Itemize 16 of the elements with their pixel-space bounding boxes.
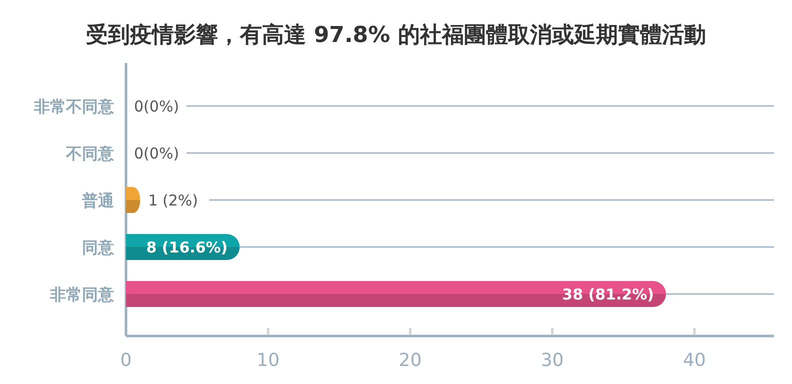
- data-label: 0(0%): [134, 98, 180, 116]
- y-tick-label: 同意: [82, 238, 115, 257]
- y-tick-label: 非常同意: [49, 285, 115, 304]
- x-tick-label: 40: [682, 350, 706, 371]
- x-tick-label: 10: [256, 350, 280, 371]
- x-tick-label: 30: [540, 350, 564, 371]
- data-label: 1 (2%): [148, 192, 198, 210]
- x-tick-label: 0: [120, 350, 132, 371]
- y-tick-label: 非常不同意: [33, 97, 115, 116]
- data-label: 8 (16.6%): [146, 238, 228, 256]
- chart-title: 受到疫情影響，有高達 97.8% 的社福團體取消或延期實體活動: [86, 22, 706, 48]
- x-tick-label: 20: [398, 350, 422, 371]
- y-tick-label: 普通: [81, 191, 115, 210]
- data-label: 38 (81.2%): [562, 286, 654, 304]
- y-tick-label: 不同意: [65, 144, 115, 163]
- data-label: 0(0%): [134, 144, 180, 162]
